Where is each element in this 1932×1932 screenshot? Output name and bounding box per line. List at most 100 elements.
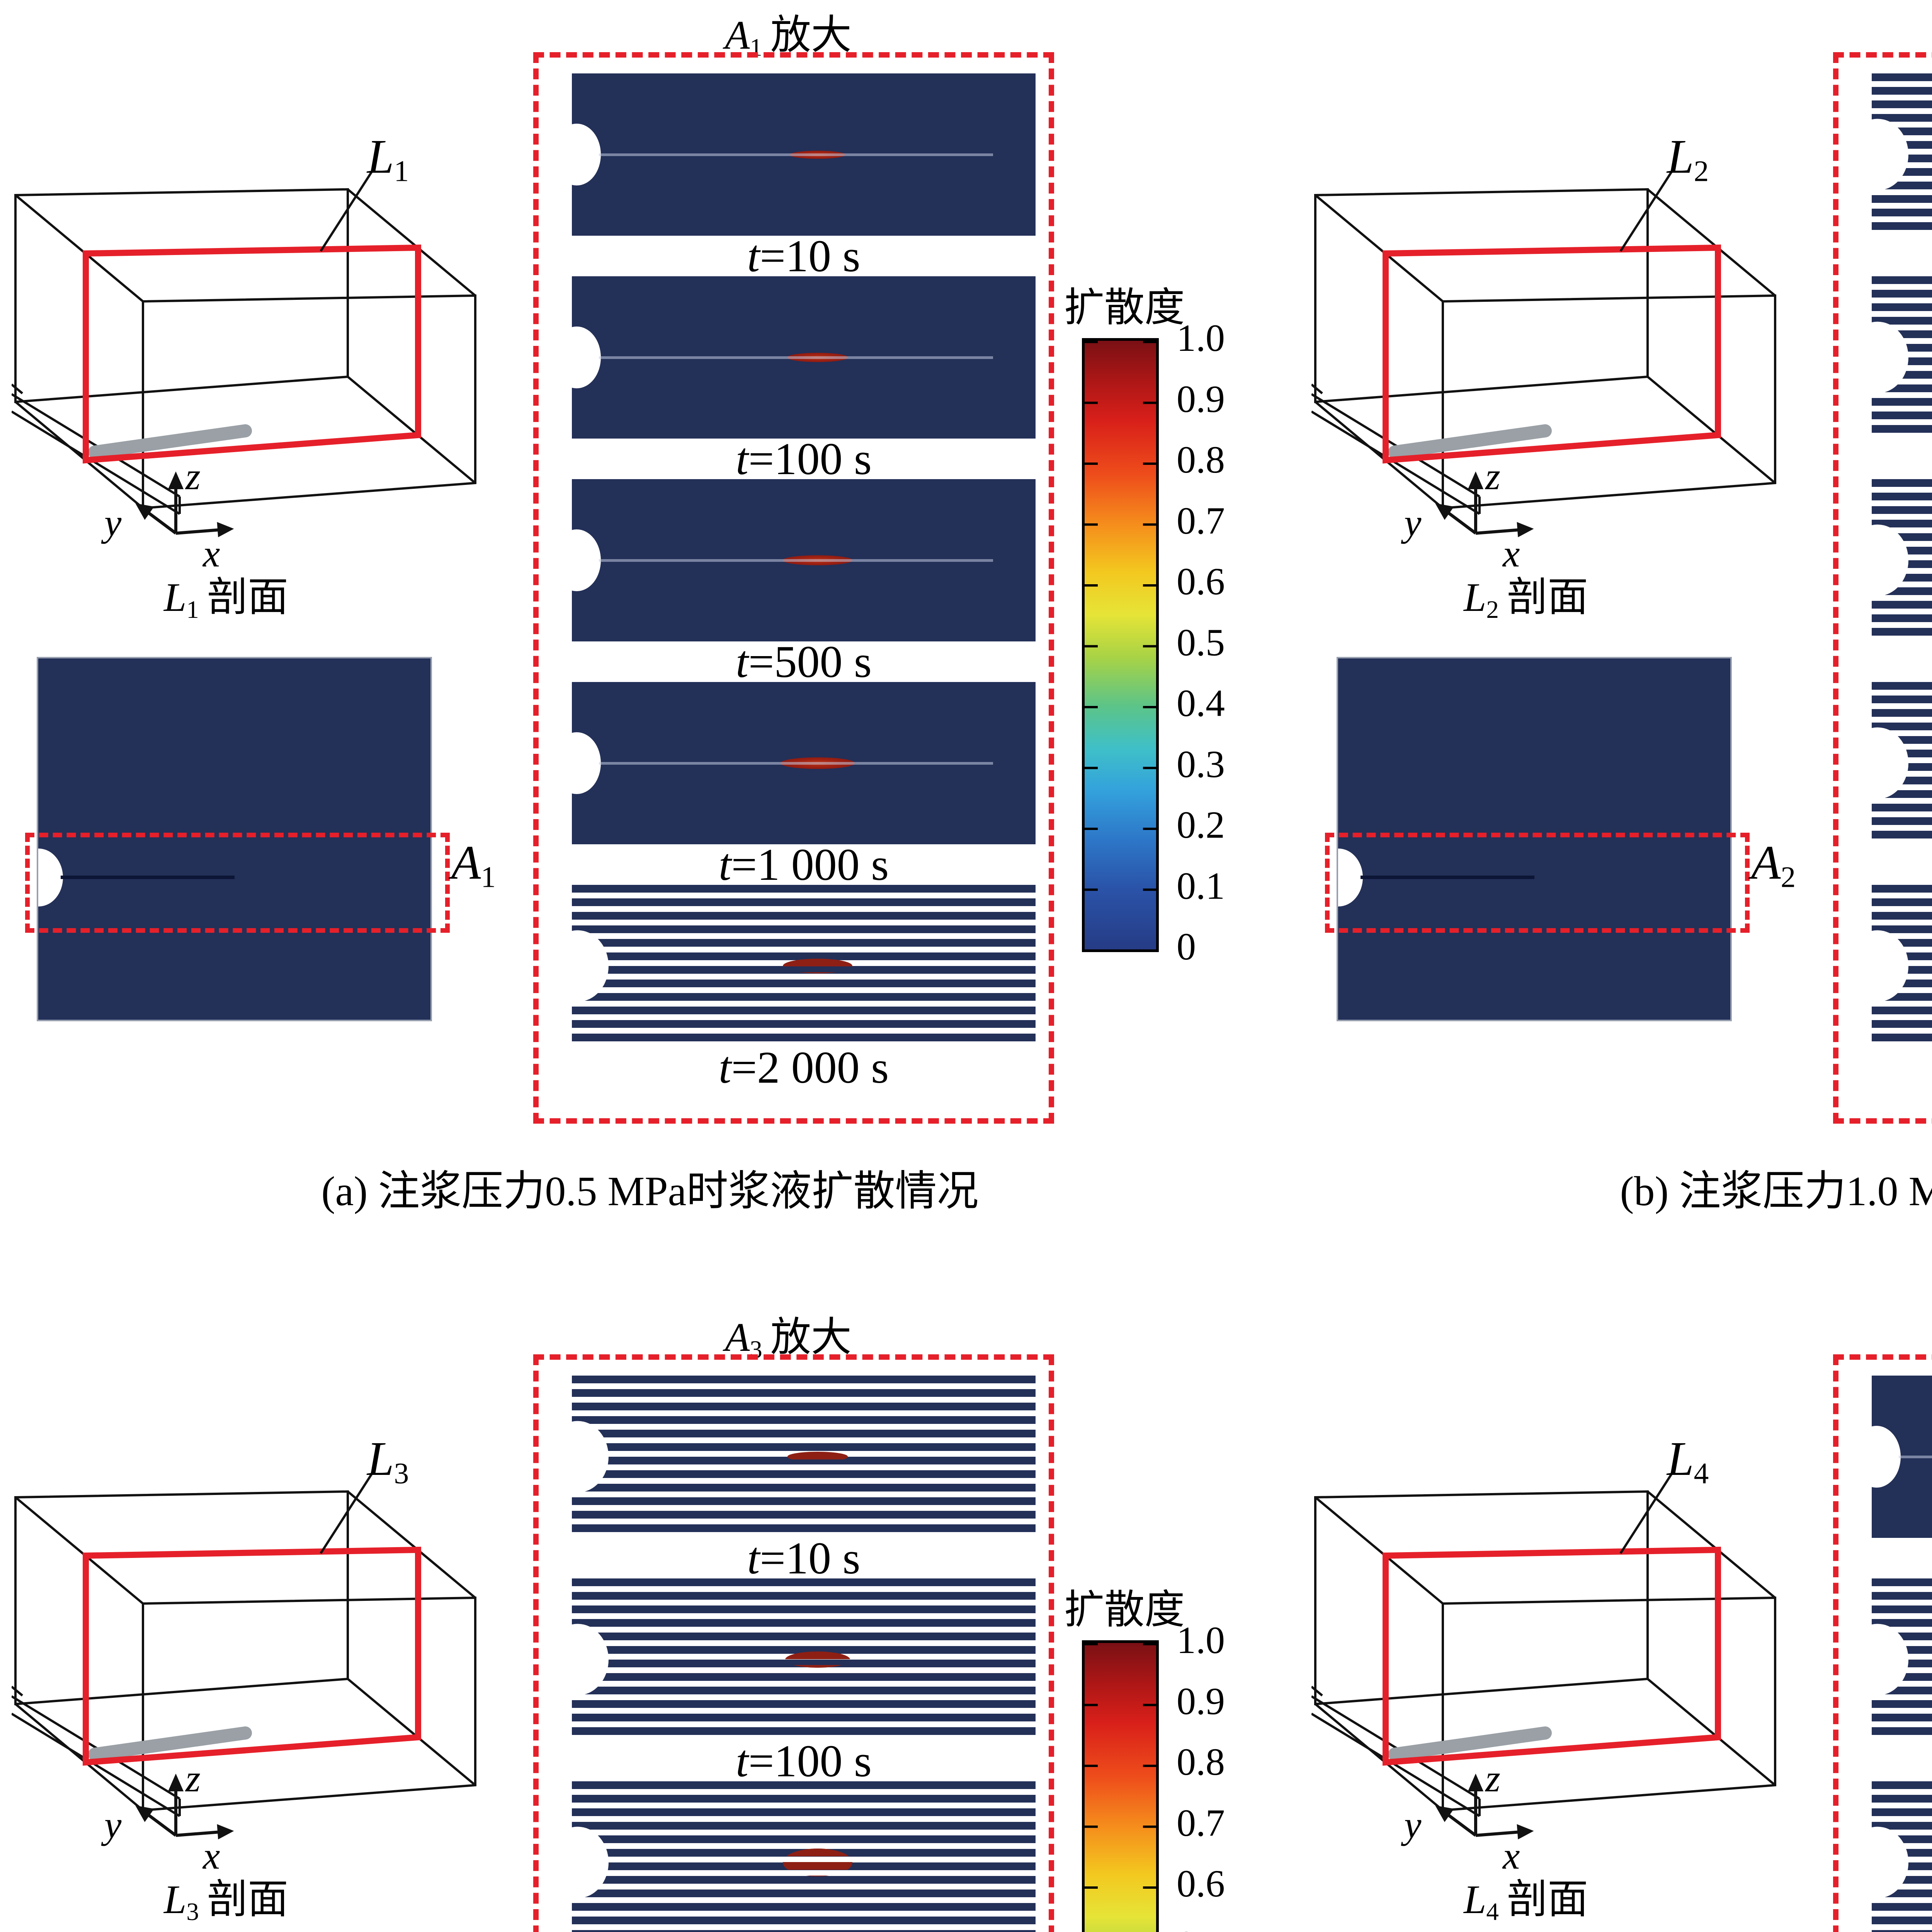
time-label: t=100 s bbox=[1872, 1741, 1932, 1781]
colorbar-title: 扩散度 bbox=[1064, 286, 1185, 330]
plane-label: L3 bbox=[367, 1432, 409, 1490]
colorbar-tick-label: 0.9 bbox=[1177, 377, 1225, 420]
time-label: t=10 s bbox=[1872, 1538, 1932, 1578]
colorbar-tick-label: 0.9 bbox=[1177, 1679, 1225, 1723]
colorbar-tick-label: 0.4 bbox=[1177, 682, 1225, 724]
time-var: t bbox=[736, 1736, 748, 1786]
section-plane-outline bbox=[83, 1546, 421, 1766]
snapshot-view bbox=[1872, 682, 1932, 844]
time-label: t=2 000 s bbox=[1872, 1047, 1932, 1088]
snapshot-view bbox=[572, 885, 1036, 1047]
axis-x-label: x bbox=[1503, 532, 1520, 575]
time-rest: =2 000 s bbox=[731, 1042, 889, 1093]
snapshot-view bbox=[1872, 479, 1932, 641]
axis-z-label: z bbox=[1485, 1757, 1500, 1800]
figure-panel: L3 z y x L3 剖面 A3 A3 放大 t=10 s t=100 s t… bbox=[0, 1310, 1300, 1932]
section-plane-outline bbox=[1383, 1546, 1721, 1766]
model-3d-diagram: L1 z y x bbox=[12, 130, 491, 575]
magnified-box bbox=[533, 1354, 1054, 1932]
plane-label-pointer bbox=[320, 169, 374, 252]
grout-pipe bbox=[1388, 424, 1552, 459]
plane-label-pointer bbox=[320, 1471, 374, 1554]
time-label: t=10 s bbox=[572, 1536, 1036, 1581]
colorbar-ticks: 1.00.90.80.70.60.50.40.30.20.10 bbox=[1177, 1621, 1285, 1932]
wireframe-cube-drawing bbox=[12, 1471, 476, 1840]
time-rest: =10 s bbox=[760, 1533, 861, 1583]
snapshot-view bbox=[572, 682, 1036, 844]
time-var: t bbox=[718, 839, 731, 890]
colorbar-tick-label: 0.1 bbox=[1177, 864, 1225, 907]
colorbar-tick-label: 0.6 bbox=[1177, 560, 1225, 603]
grout-blob bbox=[785, 1651, 850, 1668]
time-rest: =500 s bbox=[748, 636, 872, 687]
region-label: A1 bbox=[451, 836, 496, 894]
fracture-line bbox=[61, 876, 235, 879]
section-plane-outline bbox=[83, 244, 421, 464]
time-var: t bbox=[747, 231, 760, 281]
region-of-interest-box bbox=[1325, 833, 1750, 933]
model-3d-diagram: L3 z y x bbox=[12, 1432, 491, 1877]
snapshot-view bbox=[1872, 73, 1932, 236]
time-label: t=100 s bbox=[572, 1738, 1036, 1784]
colorbar-tick-label: 0.5 bbox=[1177, 1925, 1225, 1932]
section-view bbox=[1337, 657, 1732, 1021]
grout-pipe bbox=[88, 1726, 252, 1761]
time-var: t bbox=[736, 434, 748, 484]
time-var: t bbox=[736, 636, 748, 687]
colorbar-tick-label: 0 bbox=[1177, 925, 1196, 968]
time-rest: =100 s bbox=[748, 434, 872, 484]
figure-panel: L2 z y x L2 剖面 A2 A2 放大 t=10 s t=100 s t… bbox=[1300, 8, 1932, 1264]
section-title: L3 剖面 bbox=[164, 1877, 288, 1926]
panel-caption: (a) 注浆压力0.5 MPa时浆液扩散情况 bbox=[321, 1168, 979, 1214]
snapshot-view bbox=[572, 1376, 1036, 1538]
time-label: t=1 000 s bbox=[572, 842, 1036, 888]
wireframe-cube-drawing bbox=[12, 169, 476, 537]
plane-label-pointer bbox=[1619, 1471, 1674, 1554]
time-rest: =10 s bbox=[760, 231, 861, 281]
plane-label-pointer bbox=[1619, 169, 1674, 252]
axis-x-label: x bbox=[1503, 1834, 1520, 1877]
magnified-box bbox=[533, 52, 1054, 1124]
section-plane-outline bbox=[1383, 244, 1721, 464]
axis-z-label: z bbox=[1485, 455, 1500, 498]
colorbar-tick-label: 0.7 bbox=[1177, 1801, 1225, 1844]
section-view bbox=[37, 657, 432, 1021]
time-label: t=1 000 s bbox=[1872, 844, 1932, 885]
axis-z-label: z bbox=[185, 1757, 201, 1800]
colorbar bbox=[1082, 338, 1159, 952]
grout-pipe bbox=[88, 424, 252, 459]
axis-x-label: x bbox=[203, 1834, 220, 1877]
time-label: t=500 s bbox=[572, 639, 1036, 685]
colorbar-tick-label: 0.8 bbox=[1177, 1740, 1225, 1783]
region-label: A2 bbox=[1751, 836, 1796, 894]
fracture-line bbox=[1361, 876, 1534, 879]
time-label: t=100 s bbox=[1872, 439, 1932, 479]
magnified-box bbox=[1833, 1354, 1932, 1932]
snapshot-view bbox=[572, 1578, 1036, 1741]
wireframe-cube-drawing bbox=[1311, 1471, 1776, 1840]
snapshot-view bbox=[572, 276, 1036, 439]
snapshot-view bbox=[572, 1781, 1036, 1932]
grout-blob bbox=[783, 555, 852, 565]
plane-label: L1 bbox=[367, 130, 409, 188]
plane-label: L4 bbox=[1667, 1432, 1709, 1490]
time-rest: =100 s bbox=[748, 1736, 872, 1786]
axis-y-label: y bbox=[104, 1803, 122, 1846]
colorbar-tick-label: 0.2 bbox=[1177, 803, 1225, 846]
grout-blob bbox=[781, 757, 855, 769]
grout-pipe bbox=[1388, 1726, 1552, 1761]
colorbar-tick-label: 0.3 bbox=[1177, 742, 1225, 786]
time-label: t=100 s bbox=[572, 436, 1036, 482]
section-title: L4 剖面 bbox=[1464, 1877, 1588, 1926]
figure-panel: L4 z y x L4 剖面 A4 A4 放大 t=10 s t=100 s t… bbox=[1300, 1310, 1932, 1932]
axis-y-label: y bbox=[1404, 501, 1422, 544]
snapshot-view bbox=[1872, 276, 1932, 439]
magnified-box bbox=[1833, 52, 1932, 1124]
figure-panel: L1 z y x L1 剖面 A1 A1 放大 t=10 s t=100 s t… bbox=[0, 8, 1300, 1264]
grout-blob bbox=[787, 353, 848, 362]
colorbar-tick-label: 1.0 bbox=[1177, 316, 1225, 359]
snapshot-view bbox=[572, 73, 1036, 236]
region-of-interest-box bbox=[25, 833, 450, 933]
